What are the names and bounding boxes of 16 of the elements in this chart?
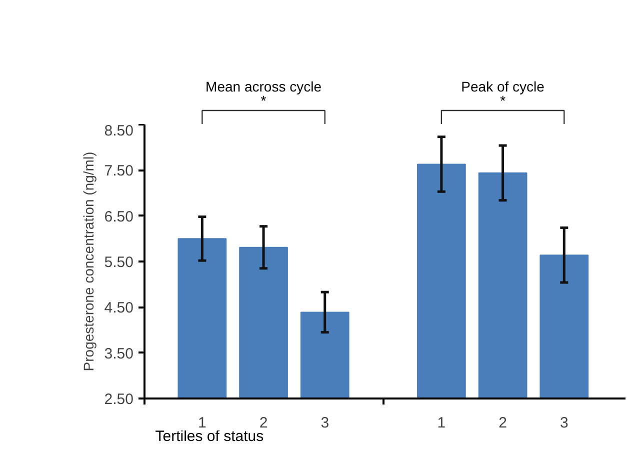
text: * [500,92,506,108]
x-tick-label: 3 [320,414,330,432]
text: * [260,92,267,108]
y-tick-label: 2.50 [104,391,134,408]
y-tick-label: 6.50 [104,208,134,226]
text: Peak of cycle [461,78,545,94]
y-tick-label: 3.50 [104,345,134,362]
y-tick-label: 7.50 [104,162,134,180]
y-tick-label: 8.50 [104,122,134,140]
x-tick-label: 2 [498,414,507,432]
y-tick-label: 5.50 [104,254,134,271]
text: Mean across cycle [206,78,322,94]
x-tick-label: 3 [560,414,568,432]
x-tick-label: 1 [437,414,446,432]
y-axis-title: Progesterone concentration (ng/ml) [80,152,96,372]
y-tick-label: 4.50 [104,300,134,317]
